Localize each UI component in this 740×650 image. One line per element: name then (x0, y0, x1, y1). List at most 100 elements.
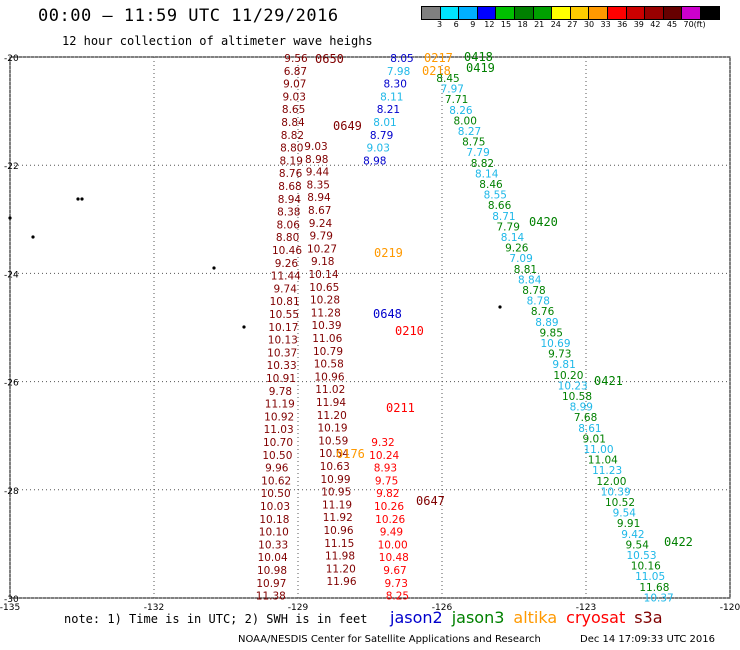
track-time-label: 0421 (594, 374, 623, 388)
swh-value: 11.98 (325, 551, 355, 563)
colorbar-label: 6 (453, 20, 459, 29)
swh-value: 8.94 (307, 192, 331, 204)
track-time-label: 0219 (374, 246, 403, 260)
swh-value: 9.73 (385, 578, 408, 590)
swh-value: 11.94 (316, 397, 346, 409)
swh-value: 10.48 (379, 552, 409, 564)
island-marker (498, 305, 502, 309)
swh-value: 10.92 (264, 411, 294, 423)
swh-value: 10.59 (318, 435, 348, 447)
lat-label: -28 (4, 487, 19, 497)
swh-value: 8.65 (282, 104, 305, 116)
swh-value: 8.94 (278, 194, 302, 206)
colorbar-swatch (699, 6, 720, 20)
island-marker (31, 235, 35, 239)
swh-value: 10.39 (311, 320, 341, 332)
swh-value: 11.28 (311, 307, 341, 319)
legend-jason3: jason3 (451, 608, 505, 627)
swh-value: 8.76 (531, 306, 555, 318)
swh-value: 10.10 (259, 527, 289, 539)
island-marker (76, 197, 80, 201)
track-time-label: 0418 (464, 50, 493, 64)
swh-value: 10.03 (260, 501, 290, 513)
swh-value: 10.99 (320, 474, 350, 486)
swh-value: 10.79 (313, 346, 343, 358)
swh-value: 11.04 (588, 455, 618, 467)
swh-value: 8.21 (377, 104, 400, 116)
swh-value: 10.00 (378, 539, 408, 551)
swh-value: 8.82 (471, 158, 494, 170)
swh-value: 10.17 (268, 322, 298, 334)
colorbar-label: 15 (500, 20, 512, 29)
swh-value: 7.71 (445, 94, 468, 106)
swh-value: 11.38 (256, 591, 286, 603)
swh-value: 10.46 (272, 245, 302, 257)
swh-value: 10.55 (269, 309, 299, 321)
island-marker (212, 266, 216, 270)
island-marker (80, 197, 84, 201)
swh-value: 8.35 (307, 179, 330, 191)
swh-value: 9.03 (304, 141, 327, 153)
swh-value: 8.38 (277, 207, 300, 219)
swh-value: 10.28 (310, 295, 340, 307)
colorbar-label: 9 (470, 20, 476, 29)
track-time-label: 0422 (664, 535, 693, 549)
swh-value: 10.96 (323, 525, 353, 537)
colorbar-label: 42 (650, 20, 661, 29)
swh-value: 8.78 (522, 285, 545, 297)
swh-value: 8.46 (479, 179, 503, 191)
swh-value: 11.15 (324, 538, 354, 550)
swh-value: 7.09 (509, 253, 532, 265)
swh-value: 11.02 (315, 384, 345, 396)
swh-value: 10.37 (644, 592, 674, 604)
track-time-label: 0211 (386, 401, 415, 415)
swh-value: 8.80 (276, 232, 299, 244)
swh-value: 7.97 (441, 84, 464, 96)
swh-value: 8.14 (501, 232, 525, 244)
swh-value: 10.70 (263, 437, 293, 449)
satellite-legend: jason2 jason3 altika cryosat s3a (390, 608, 672, 627)
swh-value: 8.14 (475, 168, 499, 180)
swh-value: 10.16 (631, 561, 661, 573)
swh-value: 8.79 (370, 130, 393, 142)
swh-value: 10.65 (309, 282, 339, 294)
swh-value: 10.98 (257, 565, 287, 577)
swh-value: 10.33 (258, 539, 288, 551)
swh-value: 9.56 (284, 53, 308, 65)
swh-value: 8.80 (280, 143, 303, 155)
lon-label: -132 (144, 603, 164, 613)
swh-value: 8.30 (384, 79, 407, 91)
footnote: note: 1) Time is in UTC; 2) SWH is in fe… (64, 612, 368, 626)
lon-label: -129 (288, 603, 309, 613)
swh-value: 10.14 (308, 269, 338, 281)
swh-value: 8.11 (380, 91, 403, 103)
lon-label: -135 (0, 603, 20, 613)
colorbar-label: 70 (683, 20, 694, 29)
swh-value: 11.44 (271, 271, 301, 283)
track-time-label: 0420 (529, 215, 558, 229)
colorbar-label: 39 (633, 20, 644, 29)
island-marker (8, 216, 12, 220)
swh-value: 9.42 (621, 529, 644, 541)
swh-value: 7.79 (497, 221, 520, 233)
swh-value: 10.52 (605, 497, 635, 509)
swh-value: 11.96 (326, 576, 356, 588)
swh-value: 10.53 (626, 550, 656, 562)
swh-value: 10.20 (553, 370, 583, 382)
swh-value: 8.55 (484, 190, 507, 202)
timestamp: Dec 14 17:09:33 UTC 2016 (580, 634, 715, 645)
swh-value: 11.19 (322, 499, 352, 511)
swh-value: 10.39 (601, 486, 631, 498)
swh-value: 10.18 (259, 514, 289, 526)
swh-value: 9.79 (310, 231, 333, 243)
swh-value: 8.05 (390, 53, 413, 65)
swh-value: 10.95 (321, 487, 351, 499)
swh-value: 8.25 (386, 591, 409, 603)
island-marker (242, 325, 246, 329)
swh-value: 8.68 (278, 181, 301, 193)
swh-value: 10.97 (256, 578, 286, 590)
swh-value: 8.19 (280, 155, 303, 167)
swh-value: 11.92 (323, 512, 353, 524)
swh-value: 6.87 (284, 66, 307, 78)
